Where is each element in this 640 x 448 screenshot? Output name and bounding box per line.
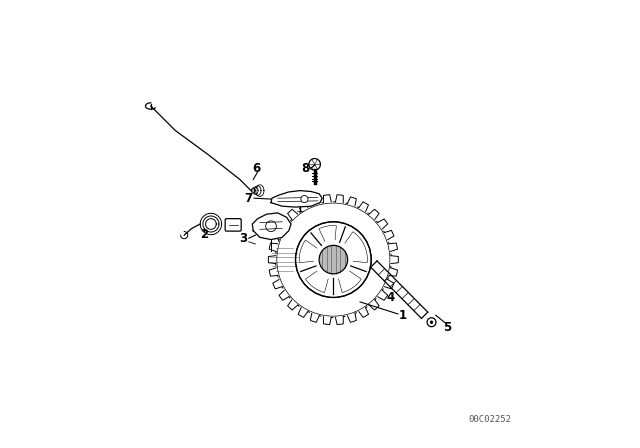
FancyBboxPatch shape: [225, 219, 241, 231]
Polygon shape: [348, 197, 356, 206]
Polygon shape: [268, 256, 276, 263]
Polygon shape: [279, 219, 289, 229]
Polygon shape: [369, 209, 379, 220]
Text: 5: 5: [443, 321, 451, 334]
Polygon shape: [273, 280, 282, 289]
Polygon shape: [300, 240, 317, 263]
Circle shape: [309, 159, 321, 170]
Polygon shape: [389, 243, 397, 251]
Polygon shape: [273, 230, 282, 240]
Circle shape: [430, 321, 433, 323]
Text: 8: 8: [301, 162, 310, 175]
Polygon shape: [339, 271, 361, 293]
Circle shape: [266, 221, 276, 232]
Text: 6: 6: [253, 162, 261, 175]
Polygon shape: [269, 268, 278, 276]
Polygon shape: [252, 213, 291, 240]
Polygon shape: [335, 317, 343, 324]
Polygon shape: [345, 232, 367, 263]
Circle shape: [301, 195, 308, 202]
Polygon shape: [310, 313, 319, 322]
Circle shape: [296, 222, 371, 297]
Polygon shape: [271, 190, 322, 207]
Polygon shape: [279, 290, 289, 300]
Text: 4: 4: [386, 291, 394, 304]
Polygon shape: [319, 225, 337, 241]
Polygon shape: [385, 280, 394, 289]
Text: 1: 1: [398, 309, 406, 322]
Polygon shape: [359, 308, 369, 317]
Polygon shape: [287, 209, 298, 220]
Polygon shape: [323, 195, 332, 202]
Circle shape: [427, 318, 436, 327]
Polygon shape: [269, 243, 278, 251]
Polygon shape: [323, 317, 332, 324]
Polygon shape: [378, 290, 388, 300]
Polygon shape: [335, 195, 343, 202]
Text: 2: 2: [200, 228, 208, 241]
Polygon shape: [287, 300, 298, 310]
Circle shape: [319, 246, 348, 274]
Polygon shape: [298, 202, 308, 211]
Text: 00C02252: 00C02252: [468, 415, 511, 424]
Polygon shape: [298, 308, 308, 317]
Polygon shape: [378, 219, 388, 229]
Polygon shape: [391, 256, 398, 263]
Polygon shape: [310, 197, 319, 206]
Polygon shape: [348, 313, 356, 322]
Text: 7: 7: [244, 192, 252, 205]
Polygon shape: [369, 300, 379, 310]
Polygon shape: [359, 202, 369, 211]
Polygon shape: [385, 230, 394, 240]
Text: 3: 3: [239, 232, 248, 245]
Polygon shape: [389, 268, 397, 276]
Polygon shape: [305, 271, 328, 293]
